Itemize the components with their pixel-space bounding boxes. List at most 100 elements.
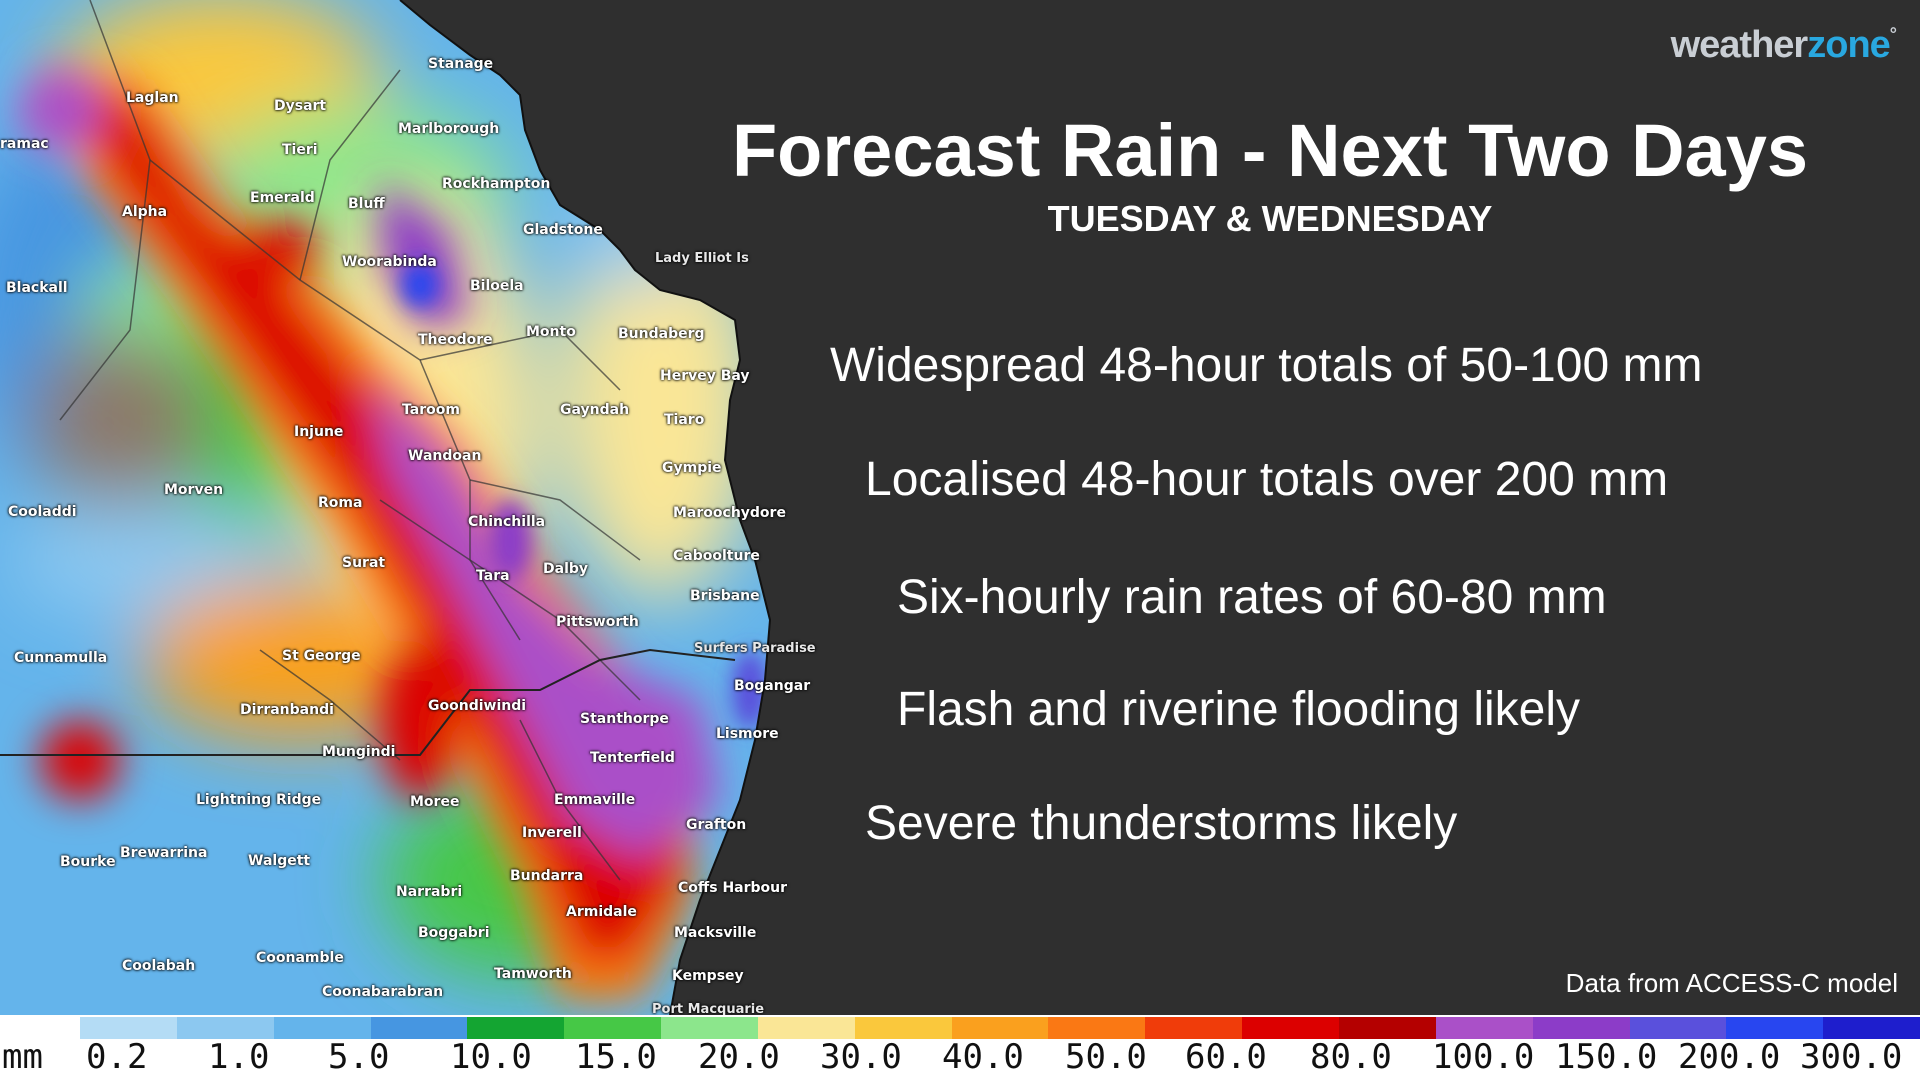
map-place-label: Biloela [470,278,524,294]
legend-swatch [757,1017,855,1039]
map-place-label: Emerald [250,190,315,206]
legend-swatch [370,1017,468,1039]
forecast-point-3: Six-hourly rain rates of 60-80 mm [897,571,1607,624]
map-place-label: Monto [526,324,576,340]
map-place-label: Laglan [126,90,179,106]
legend-tick-label: 40.0 [942,1037,1024,1077]
legend-color-bar [80,1017,1920,1039]
map-place-label: Kempsey [672,968,744,984]
map-place-label: Chinchilla [468,514,546,530]
legend-swatch [80,1017,177,1039]
map-place-label: Lady Elliot Is [655,251,749,266]
map-place-label: Bogangar [734,678,811,694]
legend-swatch [467,1017,565,1039]
legend-swatch [273,1017,371,1039]
legend-tick-label: 200.0 [1678,1037,1781,1077]
map-place-label: Hervey Bay [660,368,750,384]
map-place-label: Tamworth [494,966,572,982]
map-place-label: Tiaro [664,412,705,428]
map-place-label: Walgett [248,853,311,869]
legend-swatch [564,1017,662,1039]
legend-swatch [1726,1017,1824,1039]
map-place-label: Bluff [348,196,385,212]
map-place-label: Coolabah [122,958,196,974]
legend-tick-label: 10.0 [450,1037,532,1077]
legend-swatch [1629,1017,1727,1039]
map-place-label: Roma [318,495,363,511]
legend-swatch [1532,1017,1630,1039]
map-place-label: Lightning Ridge [196,792,322,808]
map-place-label: Boggabri [418,925,490,941]
page-title: Forecast Rain - Next Two Days [731,109,1809,192]
map-place-label: Inverell [522,825,582,841]
map-place-label: Bundarra [510,868,584,884]
map-place-label: Surat [342,555,386,571]
weatherzone-logo: weatherzone° [1670,24,1897,66]
legend-swatch [1048,1017,1146,1039]
legend-unit: mm [2,1037,43,1077]
map-place-label: Lismore [716,726,779,742]
legend-swatch [661,1017,758,1039]
map-place-label: Wandoan [408,448,482,464]
forecast-point-1: Widespread 48-hour totals of 50-100 mm [830,339,1703,392]
map-place-label: Mungindi [322,744,396,760]
map-place-label: Rockhampton [442,176,551,192]
map-place-label: Gayndah [560,402,630,418]
map-place-label: Coffs Harbour [678,880,788,896]
legend-tick-label: 20.0 [698,1037,780,1077]
map-place-label: Tieri [282,142,318,158]
map-place-label: Blackall [6,280,68,296]
map-place-label: Morven [164,482,224,498]
map-place-label: Bundaberg [618,326,705,342]
forecast-point-2: Localised 48-hour totals over 200 mm [865,453,1669,506]
legend-tick-label: 15.0 [575,1037,657,1077]
map-place-label: Surfers Paradise [694,641,816,656]
map-place-label: Dalby [543,561,589,577]
legend-swatch [1338,1017,1436,1039]
map-place-label: Dirranbandi [240,702,334,718]
map-place-label: Narrabri [396,884,463,900]
legend-tick-label: 30.0 [820,1037,902,1077]
map-place-label: Cooladdi [8,504,77,520]
map-place-label: Dysart [274,98,327,114]
legend-swatch [951,1017,1049,1039]
map-place-label: Marlborough [398,121,500,137]
legend-swatch [1145,1017,1243,1039]
map-place-label: Goondiwindi [428,698,527,714]
legend-tick-label: 150.0 [1555,1037,1658,1077]
map-place-label: Pittsworth [556,614,639,630]
legend-swatch [854,1017,952,1039]
map-place-label: Coonabarabran [322,984,444,1000]
legend-tick-label: 100.0 [1432,1037,1535,1077]
map-place-label: Moree [410,794,460,810]
map-place-label: Armidale [566,904,637,920]
legend-tick-label: 60.0 [1185,1037,1267,1077]
map-place-label: Tenterfield [590,750,675,766]
map-place-label: Theodore [418,332,493,348]
map-place-label: Tara [476,568,510,584]
legend-tick-label: 5.0 [328,1037,390,1077]
map-place-label: Bourke [60,854,116,870]
map-place-label: Stanthorpe [580,711,669,727]
page-subtitle: TUESDAY & WEDNESDAY [1047,198,1493,239]
map-place-label: Coonamble [256,950,344,966]
map-place-label: Gympie [662,460,722,476]
map-place-label: Grafton [686,817,747,833]
legend-tick-label: 0.2 [86,1037,148,1077]
legend-swatch [1242,1017,1339,1039]
legend-swatch [1823,1017,1920,1039]
legend-tick-label: 50.0 [1065,1037,1147,1077]
map-place-label: Taroom [402,402,460,418]
map-place-label: Brisbane [690,588,760,604]
map-place-label: Port Macquarie [652,1002,765,1017]
map-place-label: Alpha [122,204,168,220]
map-place-label: Maroochydore [673,505,786,521]
map-place-label: Gladstone [523,222,603,238]
map-place-label: Cunnamulla [14,650,108,666]
forecast-point-4: Flash and riverine flooding likely [897,683,1581,736]
map-place-label: Emmaville [554,792,636,808]
legend-swatch [1435,1017,1533,1039]
map-place-label: Caboolture [673,548,760,564]
map-place-label: Stanage [428,56,494,72]
map-place-label: St George [282,648,361,664]
